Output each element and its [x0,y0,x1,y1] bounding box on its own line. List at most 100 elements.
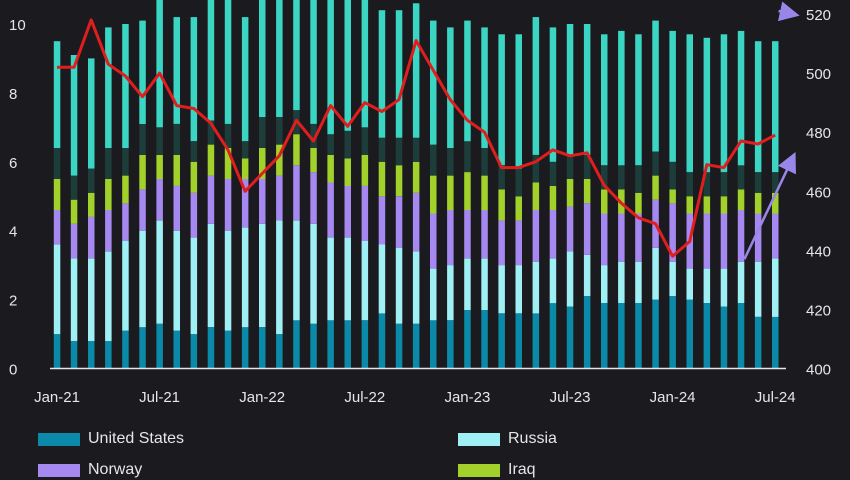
bar-segment-3-21 [412,161,420,193]
x-tick-label-3: Jul-22 [344,389,385,406]
bar-segment-1-39 [720,268,728,307]
legend-label-russia: Russia [508,430,557,447]
bar-segment-3-37 [686,196,693,214]
bar-segment-5-28 [532,17,540,155]
bar-segment-5-20 [395,10,403,138]
bar-segment-5-23 [447,27,454,148]
bar-segment-1-24 [464,258,471,310]
bar-segment-0-36 [669,296,676,369]
bar-segment-0-39 [720,306,728,369]
bar-segment-0-3 [105,340,112,369]
bar-segment-5-10 [224,0,232,124]
bar-segment-3-19 [378,161,386,197]
bar-segment-5-22 [430,20,437,145]
bar-segment-5-41 [754,41,762,173]
bar-segment-1-40 [737,261,745,303]
bar-segment-2-6 [156,179,163,221]
bar-segment-3-10 [224,148,232,179]
bar-segment-5-33 [618,30,625,166]
bar-segment-4-36 [669,161,676,190]
trend-arrow-0 [743,152,796,260]
bar-segment-2-34 [635,213,642,262]
bar-segment-0-25 [481,309,488,369]
bar-segment-3-0 [53,179,61,210]
bar-segment-2-39 [720,213,728,269]
bar-segment-1-5 [139,230,146,328]
bar-segment-4-10 [224,123,232,148]
bar-segment-1-31 [583,254,591,297]
bar-segment-1-38 [703,268,711,303]
bar-segment-2-16 [327,182,334,238]
bar-segment-1-1 [70,258,78,341]
bar-segment-5-30 [566,24,574,155]
bar-segment-0-38 [703,303,711,369]
bar-segment-0-42 [772,316,779,369]
bar-segment-1-28 [532,261,540,314]
bar-segment-1-25 [481,258,488,310]
bar-segment-4-31 [583,154,591,179]
bar-segment-5-42 [772,41,779,173]
bar-segment-2-13 [276,175,283,221]
bar-segment-1-42 [772,258,779,317]
bar-segment-3-8 [190,161,198,193]
bar-segment-5-3 [105,27,112,148]
bar-segment-0-6 [156,323,163,369]
bar-segment-3-38 [703,196,711,214]
bar-segment-3-9 [207,144,215,176]
bar-segment-2-23 [447,210,454,266]
bar-segment-2-27 [515,220,522,266]
bar-segment-1-9 [207,223,215,328]
bar-segment-4-24 [464,141,471,173]
bar-segment-5-18 [361,0,369,128]
bar-segment-3-30 [566,179,574,207]
bar-segment-5-31 [583,24,591,155]
bar-segment-0-37 [686,299,693,369]
right-y-tick-label-6: 520 [806,7,831,24]
bar-segment-0-20 [395,323,403,369]
bar-segment-4-40 [737,165,745,190]
bar-segment-3-20 [395,165,403,197]
bar-segment-1-32 [601,265,608,303]
bar-segment-2-38 [703,213,711,269]
bar-segment-4-22 [430,144,437,176]
bar-segment-1-29 [549,258,557,304]
trend-arrows [743,1,800,260]
bar-segment-1-18 [361,241,369,321]
bar-segment-2-40 [737,210,745,262]
bar-segment-2-32 [601,213,608,266]
bar-segment-3-25 [481,175,488,211]
bar-segment-3-31 [583,179,591,204]
bar-segment-2-5 [139,189,146,231]
right-y-tick-label-0: 400 [806,362,831,379]
bar-segment-2-7 [173,185,180,231]
bar-segment-0-31 [583,296,591,369]
left-y-tick-label-0: 0 [9,362,17,379]
bar-segment-4-17 [344,130,351,159]
bar-segment-5-29 [549,27,557,162]
bar-segment-1-2 [88,258,95,341]
bar-segment-4-39 [720,172,728,197]
bar-segment-1-20 [395,247,403,324]
bar-segment-1-23 [447,265,454,321]
bar-segment-4-2 [88,168,95,193]
bar-segment-4-11 [241,141,249,159]
bar-segment-3-41 [754,192,762,214]
bar-segment-3-18 [361,154,369,186]
bar-segment-2-30 [566,206,574,252]
bar-segment-0-34 [635,303,642,369]
bar-segment-5-2 [88,58,95,169]
bar-segment-0-27 [515,313,522,369]
left-y-tick-label-1: 2 [9,293,17,310]
x-tick-label-6: Jan-24 [650,389,696,406]
bar-segment-4-0 [53,148,61,179]
bar-segment-3-29 [549,185,557,210]
legend-label-norway: Norway [88,461,143,478]
bar-segment-5-11 [241,17,249,142]
bar-segment-4-19 [378,137,386,162]
bar-segment-2-15 [310,172,317,224]
bar-segment-5-16 [327,0,334,135]
bar-segment-1-19 [378,244,386,314]
bar-segment-4-25 [481,148,488,176]
bar-segment-0-29 [549,303,557,369]
right-y-axis-ticks: 400 420 440 460 480 500 520 [806,7,831,379]
